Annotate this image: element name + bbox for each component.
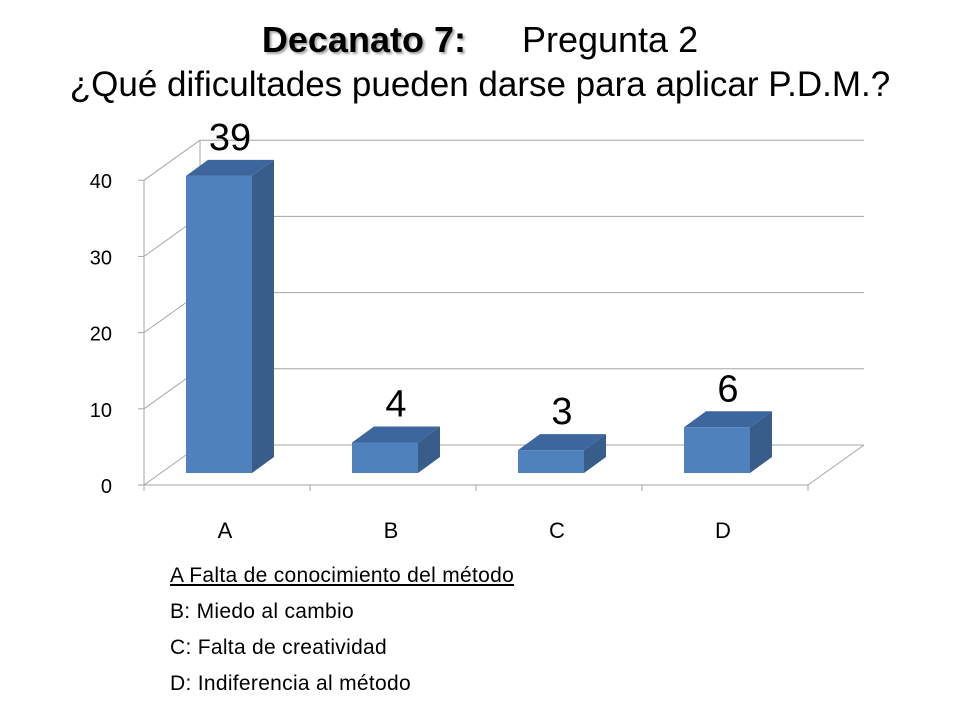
title-question: ¿Qué dificultades pueden darse para apli…: [69, 65, 891, 104]
bar-side-face: [418, 426, 440, 473]
x-tick-label: B: [384, 518, 399, 543]
bar-d: [684, 411, 772, 473]
bar-top-face: [684, 411, 772, 428]
bar-top-face: [352, 426, 440, 443]
bar-b: [352, 426, 440, 473]
data-label: 4: [385, 384, 406, 426]
title-decanato: Decanato 7:: [261, 19, 466, 60]
slide-title: Decanato 7: Pregunta 2 ¿Qué dificultades …: [0, 18, 960, 108]
bar-side-face: [584, 434, 606, 473]
bar-front-face: [684, 427, 750, 473]
bar-top-face: [186, 159, 274, 176]
data-label: 6: [717, 368, 738, 410]
y-tick-label: 10: [90, 400, 112, 422]
bar-c: [518, 434, 606, 473]
bar-side-face: [252, 159, 274, 473]
legend-item-b: B: Miedo al cambio: [170, 600, 354, 623]
chart-bars: [186, 159, 772, 473]
bar-front-face: [518, 450, 584, 473]
bar-front-face: [186, 175, 252, 473]
y-tick-label: 30: [90, 247, 112, 269]
y-tick-label: 20: [90, 324, 112, 346]
legend-item-c: C: Falta de creatividad: [170, 636, 388, 659]
bar-a: [186, 159, 274, 473]
data-label: 3: [551, 391, 572, 433]
title-line-1: Decanato 7: Pregunta 2: [0, 18, 960, 62]
y-tick-label: 40: [90, 171, 112, 193]
data-label: 39: [209, 117, 251, 159]
chart-axes: 0 10 20 30 40: [90, 171, 865, 498]
bar-side-face: [750, 411, 772, 473]
title-question-number: Pregunta 2: [521, 19, 699, 60]
bar-top-face: [518, 434, 606, 451]
bar-front-face: [352, 442, 418, 473]
category-legend: A Falta de conocimiento del método B: Mi…: [170, 558, 514, 702]
y-tick-label: 0: [101, 476, 112, 498]
side-gridline: [143, 139, 201, 181]
chart-labels: 39 A 4 B 3 C 6 D: [209, 117, 739, 543]
x-tick-label: A: [218, 518, 233, 543]
legend-item-a: A Falta de conocimiento del método: [170, 564, 515, 587]
floor-right-edge: [807, 444, 865, 486]
x-tick-label: D: [715, 518, 731, 543]
legend-item-d: D: Indiferencia al método: [170, 672, 411, 695]
x-tick-label: C: [549, 518, 565, 543]
